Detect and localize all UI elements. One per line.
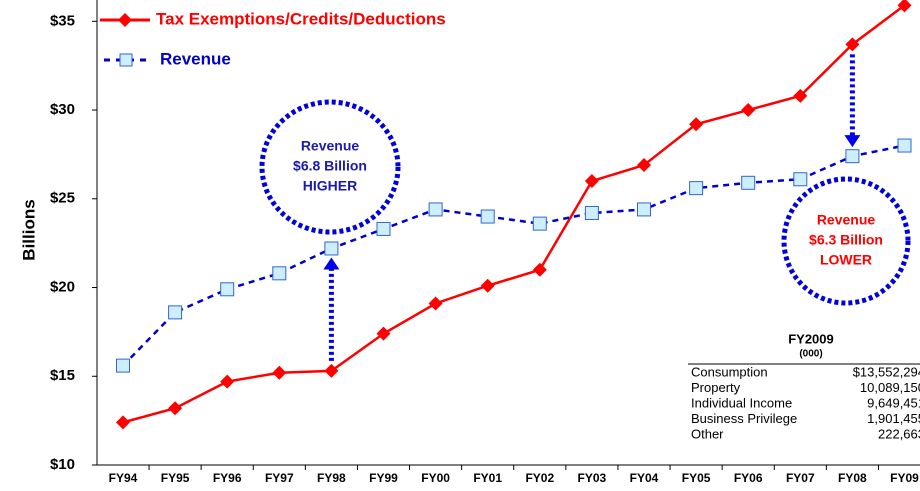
- table-cell: 10,089,150: [860, 380, 920, 395]
- marker: [584, 205, 599, 220]
- table-cell: $13,552,294: [853, 364, 920, 379]
- y-axis-label: Billions: [19, 199, 38, 260]
- y-tick-label: $20: [50, 278, 75, 295]
- legend-label: Tax Exemptions/Credits/Deductions: [156, 9, 446, 28]
- x-tick-label: FY95: [161, 471, 190, 485]
- marker: [532, 262, 547, 277]
- annotation-text: LOWER: [820, 252, 872, 268]
- marker: [428, 296, 443, 311]
- marker: [845, 149, 860, 164]
- annotation-text: $6.8 Billion: [293, 158, 367, 174]
- marker: [845, 37, 860, 52]
- marker: [324, 241, 339, 256]
- marker: [532, 216, 547, 231]
- x-tick-label: FY97: [265, 471, 294, 485]
- annotation-bubble: [781, 176, 911, 306]
- y-tick-label: $30: [50, 101, 75, 118]
- series-line: [122, 144, 905, 367]
- x-tick-label: FY08: [838, 471, 867, 485]
- marker: [116, 358, 130, 373]
- legend-marker: [118, 13, 132, 27]
- marker: [220, 374, 235, 389]
- table-box: [686, 330, 920, 464]
- y-tick-label: $25: [50, 190, 75, 207]
- marker: [897, 0, 912, 13]
- x-tick-label: FY05: [682, 471, 711, 485]
- x-tick-label: FY03: [578, 471, 607, 485]
- table-cell: Business Privilege: [691, 411, 797, 426]
- marker: [376, 221, 391, 236]
- marker: [220, 282, 235, 297]
- marker: [376, 326, 391, 341]
- table-title: FY2009: [788, 331, 834, 346]
- x-tick-label: FY00: [421, 471, 450, 485]
- marker: [741, 103, 756, 118]
- marker: [741, 175, 756, 190]
- marker: [428, 202, 443, 217]
- marker: [168, 305, 183, 320]
- x-tick-label: FY07: [786, 471, 815, 485]
- marker: [793, 88, 808, 103]
- legend-label: Revenue: [160, 49, 231, 68]
- marker: [480, 209, 495, 224]
- annotation-bubble: [259, 99, 401, 235]
- x-tick-label: FY04: [630, 471, 659, 485]
- arrow-head: [323, 257, 340, 270]
- series-line: [122, 4, 906, 424]
- annotation-text: HIGHER: [303, 178, 357, 194]
- marker: [637, 158, 651, 173]
- marker: [897, 138, 912, 153]
- x-tick-label: FY06: [734, 471, 763, 485]
- table-cell: 1,901,455: [867, 411, 920, 426]
- x-tick-label: FY96: [213, 471, 242, 485]
- annotation-text: Revenue: [817, 212, 876, 228]
- marker: [689, 117, 704, 132]
- marker: [637, 202, 651, 217]
- table-cell: Consumption: [691, 364, 768, 379]
- marker: [272, 365, 287, 380]
- annotation-text: $6.3 Billion: [809, 232, 883, 248]
- x-tick-label: FY02: [525, 471, 554, 485]
- x-tick-label: FY98: [317, 471, 346, 485]
- marker: [480, 278, 495, 293]
- x-tick-label: FY99: [369, 471, 398, 485]
- legend-marker: [119, 53, 133, 67]
- annotation-text: Revenue: [301, 138, 360, 154]
- marker: [116, 415, 130, 430]
- marker: [168, 401, 183, 416]
- marker: [324, 363, 339, 378]
- table-cell: Individual Income: [691, 395, 792, 410]
- marker: [584, 174, 599, 189]
- x-tick-label: FY01: [473, 471, 502, 485]
- table-cell: 9,649,451: [867, 395, 920, 410]
- y-tick-label: $15: [50, 367, 75, 384]
- x-tick-label: FY94: [109, 471, 138, 485]
- marker: [689, 181, 704, 196]
- table-cell: Property: [691, 380, 741, 395]
- arrow-head: [844, 135, 861, 148]
- marker: [272, 266, 287, 281]
- table-cell: Other: [691, 426, 724, 441]
- y-tick-label: $10: [50, 456, 75, 473]
- table-cell: 222,663: [878, 426, 920, 441]
- marker: [793, 172, 808, 187]
- x-tick-label: FY09: [890, 471, 919, 485]
- table-subtitle: (000): [799, 349, 822, 360]
- y-tick-label: $35: [50, 12, 75, 29]
